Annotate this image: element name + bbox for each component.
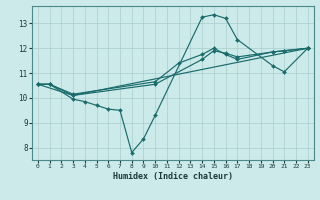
X-axis label: Humidex (Indice chaleur): Humidex (Indice chaleur) — [113, 172, 233, 181]
